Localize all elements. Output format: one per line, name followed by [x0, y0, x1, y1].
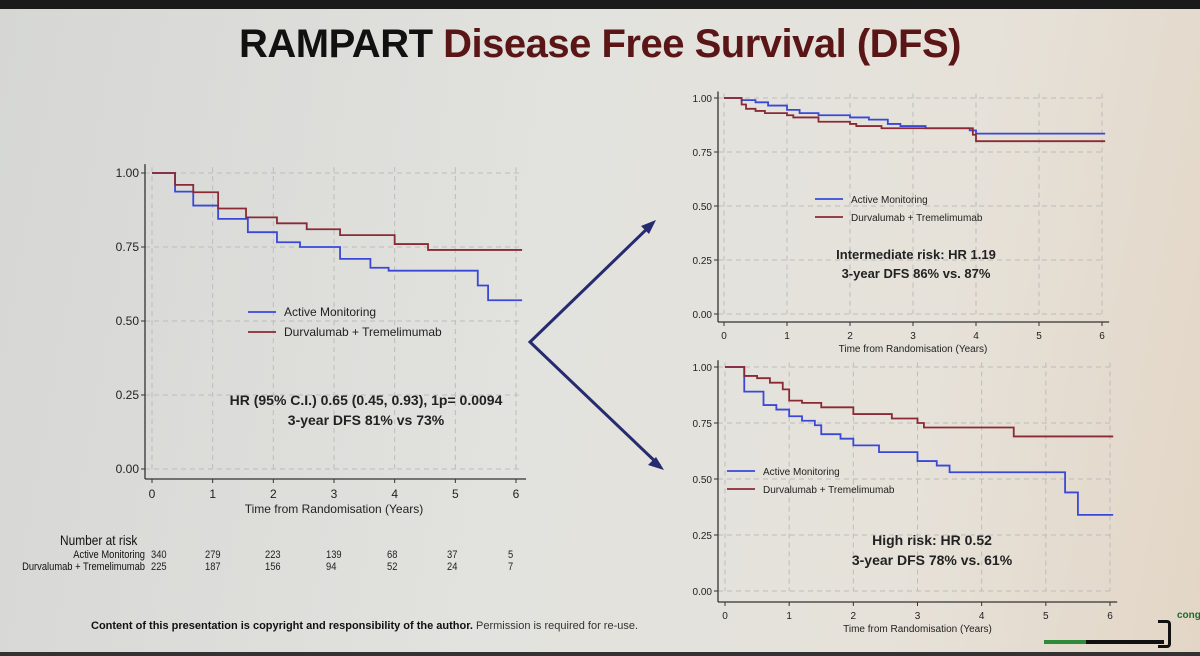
risk-count: 279 — [204, 549, 221, 561]
legend-label: Active Monitoring — [851, 195, 928, 206]
risk-count: 24 — [447, 561, 458, 573]
hr-annotation: 3-year DFS 78% vs. 61% — [852, 552, 1013, 568]
screen-bottom-edge — [0, 652, 1200, 656]
y-tick-label: 0.75 — [693, 148, 713, 159]
x-tick-label: 0 — [149, 487, 156, 501]
legend-label: Durvalumab + Tremelimumab — [763, 485, 895, 496]
x-tick-label: 0 — [721, 331, 727, 342]
km-chart-overall: 0 1 2 3 4 5 6 0.00 0.25 0.50 0.75 1.00 Time from Ran… — [116, 164, 527, 516]
x-tick-label: 2 — [851, 611, 857, 622]
x-axis-label: Time from Randomisation (Years) — [843, 624, 992, 635]
risk-row-label: Active Monitoring — [73, 549, 145, 561]
km-curve-active-monitoring — [725, 366, 1114, 516]
hr-annotation: 3-year DFS 81% vs 73% — [288, 412, 445, 428]
x-tick-label: 4 — [973, 331, 979, 342]
y-tick-label: 0.25 — [693, 531, 713, 542]
x-tick-label: 1 — [786, 611, 792, 622]
risk-count: 223 — [265, 549, 281, 561]
x-tick-label: 4 — [979, 611, 985, 622]
risk-count: 156 — [265, 561, 281, 573]
risk-count: 94 — [326, 561, 337, 573]
hr-annotation: Intermediate risk: HR 1.19 — [836, 247, 996, 262]
arrow-head-down — [648, 457, 664, 470]
x-axis-label: Time from Randomisation (Years) — [839, 344, 988, 355]
x-tick-label: 1 — [784, 331, 790, 342]
legend-label: Durvalumab + Tremelimumab — [284, 325, 442, 339]
arrows — [527, 220, 664, 470]
x-tick-label: 2 — [270, 487, 277, 501]
y-tick-label: 0.50 — [693, 202, 713, 213]
legend-label: Active Monitoring — [284, 305, 376, 319]
x-tick-label: 0 — [722, 611, 728, 622]
title-subject: Disease Free Survival (DFS) — [443, 22, 961, 66]
logo-bracket — [1158, 620, 1171, 648]
risk-table-heading: Number at risk — [60, 532, 138, 548]
legend-label: Durvalumab + Tremelimumab — [851, 213, 983, 224]
x-tick-label: 2 — [847, 331, 853, 342]
footer-bold: Content of this presentation is copyrigh… — [91, 620, 473, 632]
y-tick-label: 0.00 — [116, 462, 140, 476]
legend-label: Active Monitoring — [763, 467, 840, 478]
congress-logo: congress — [1040, 610, 1200, 650]
y-tick-label: 1.00 — [693, 363, 713, 374]
x-tick-label: 6 — [1107, 611, 1113, 622]
screen-top-edge — [0, 0, 1200, 9]
hr-annotation: 3-year DFS 86% vs. 87% — [842, 266, 991, 281]
y-tick-label: 1.00 — [116, 166, 140, 180]
km-chart-high: 0 1 2 3 4 5 6 0.00 0.25 0.50 0.75 1.00 Time from Ran… — [693, 360, 1118, 635]
footer-normal: Permission is required for re-use. — [476, 620, 639, 632]
x-tick-label: 6 — [1099, 331, 1105, 342]
hr-annotation: HR (95% C.I.) 0.65 (0.45, 0.93), 1p= 0.0… — [230, 392, 503, 408]
risk-count: 5 — [508, 549, 514, 561]
x-tick-label: 5 — [1036, 331, 1042, 342]
risk-count: 225 — [151, 561, 167, 573]
arrow-head-up — [641, 220, 656, 234]
y-tick-label: 0.50 — [116, 314, 140, 328]
risk-count: 187 — [204, 561, 221, 573]
arrow-lines — [527, 222, 662, 468]
risk-count: 52 — [386, 561, 398, 573]
x-tick-label: 3 — [910, 331, 916, 342]
y-tick-label: 0.25 — [116, 388, 140, 402]
risk-count: 139 — [326, 549, 342, 561]
x-axis-label: Time from Randomisation (Years) — [245, 502, 424, 516]
x-tick-label: 1 — [209, 487, 216, 501]
x-tick-label: 3 — [915, 611, 921, 622]
title-study-name: RAMPART — [239, 22, 433, 66]
y-tick-label: 0.25 — [693, 256, 713, 267]
x-tick-label: 3 — [331, 487, 338, 501]
y-tick-label: 1.00 — [693, 94, 713, 105]
risk-count: 68 — [386, 549, 398, 561]
hr-annotation: High risk: HR 0.52 — [872, 532, 992, 548]
km-curve-active-monitoring — [152, 172, 523, 302]
y-tick-label: 0.00 — [693, 587, 713, 598]
y-tick-label: 0.75 — [693, 419, 713, 430]
x-tick-label: 5 — [452, 487, 459, 501]
km-curve-durvalumab-tremelimumab — [725, 366, 1114, 438]
y-tick-label: 0.75 — [116, 240, 140, 254]
logo-bar — [1044, 640, 1164, 644]
y-tick-label: 0.00 — [693, 310, 713, 321]
km-curve-durvalumab-tremelimumab — [724, 97, 1106, 143]
logo-text: congress — [1177, 610, 1200, 621]
x-tick-label: 4 — [391, 487, 398, 501]
x-tick-label: 5 — [1043, 611, 1049, 622]
risk-row-label: Durvalumab + Tremelimumab — [22, 561, 145, 573]
y-tick-label: 0.50 — [693, 475, 713, 486]
x-tick-label: 6 — [513, 487, 520, 501]
risk-count: 37 — [447, 549, 458, 561]
risk-count: 7 — [508, 561, 514, 573]
risk-count: 340 — [151, 549, 167, 561]
km-curve-durvalumab-tremelimumab — [152, 172, 523, 251]
copyright-footer: Content of this presentation is copyrigh… — [91, 620, 638, 632]
slide-title: RAMPART Disease Free Survival (DFS) — [0, 22, 1200, 67]
km-chart-intermediate: 0 1 2 3 4 5 6 0.00 0.25 0.50 0.75 1.00 Time from Ran… — [693, 91, 1110, 355]
